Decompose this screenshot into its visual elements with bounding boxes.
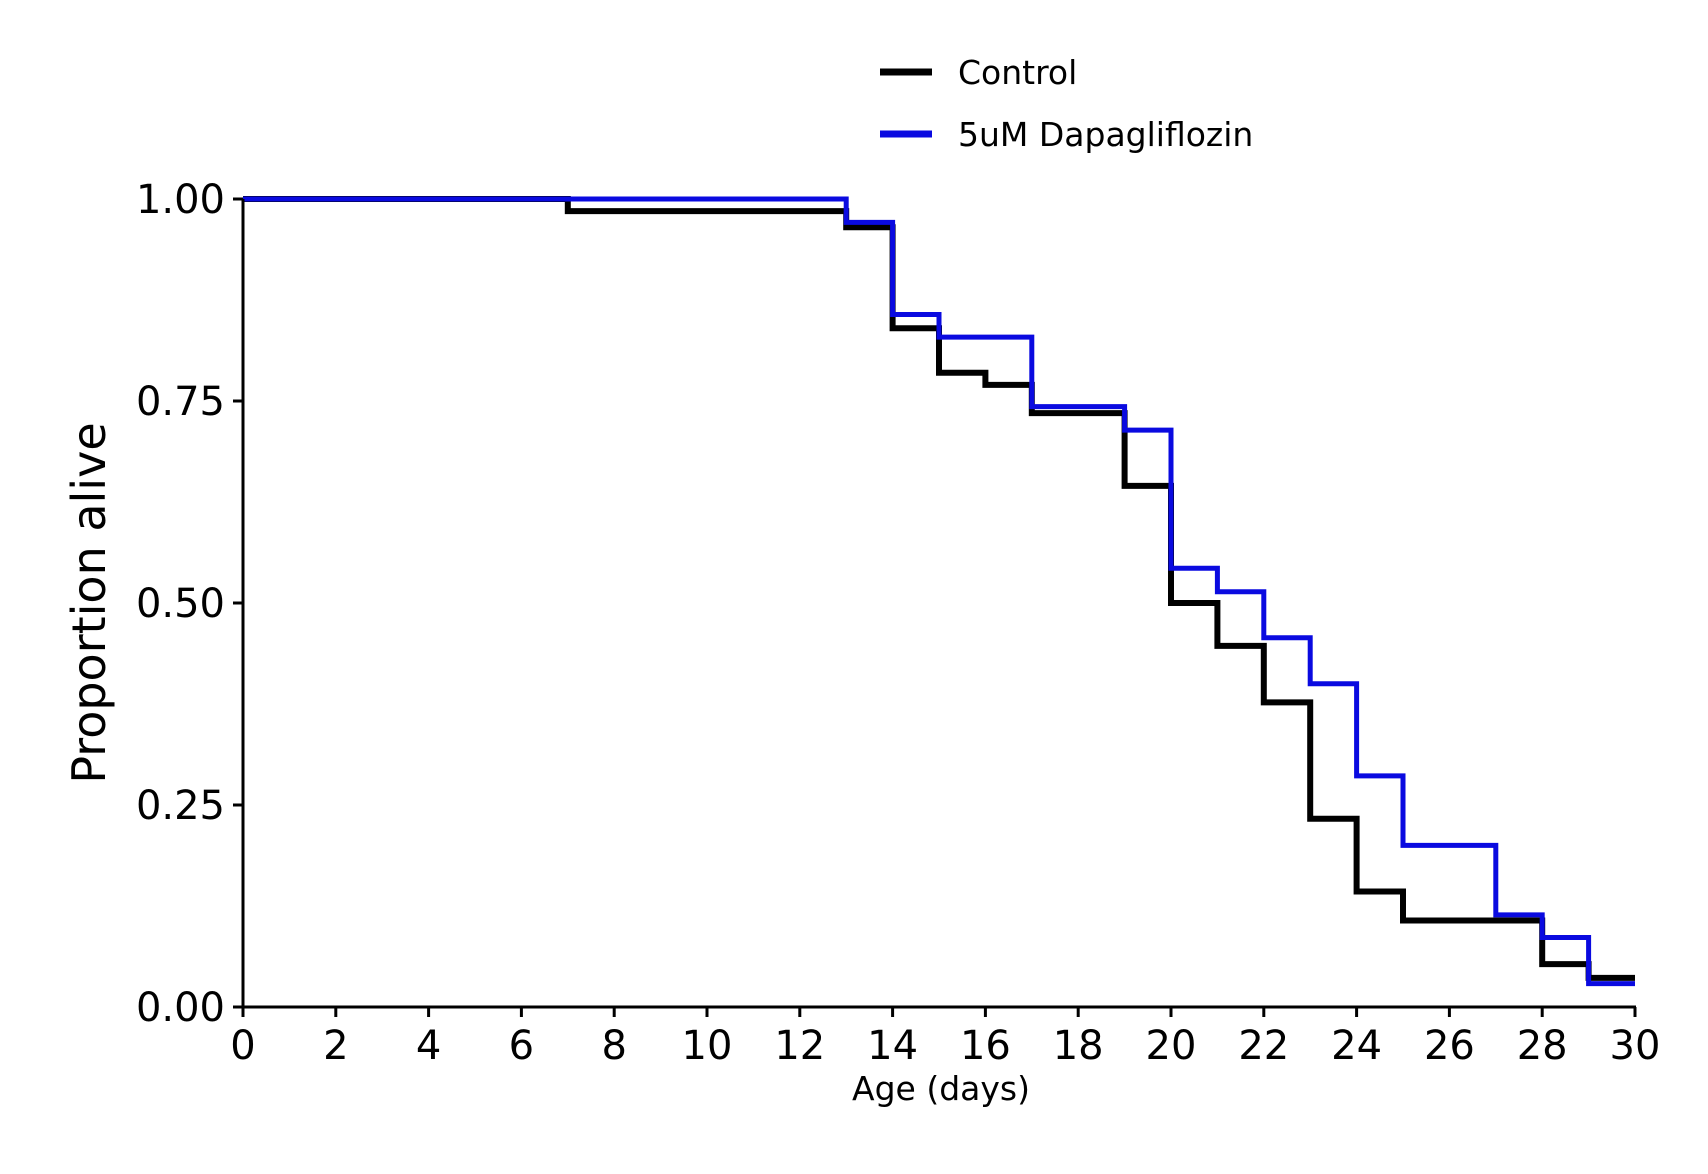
- x-tick-label: 16: [960, 1023, 1011, 1069]
- y-axis-ticks: 0.00 0.25 0.50 0.75 1.00: [136, 177, 243, 1031]
- x-tick-label: 12: [774, 1023, 825, 1069]
- y-axis-title: Proportion alive: [62, 422, 116, 783]
- legend-label: Control: [958, 53, 1077, 92]
- legend-label: 5uM Dapagliflozin: [958, 115, 1253, 154]
- x-tick-label: 28: [1517, 1023, 1568, 1069]
- x-tick-label: 8: [601, 1023, 626, 1069]
- x-tick-label: 20: [1146, 1023, 1197, 1069]
- series-layer: [243, 196, 1635, 987]
- x-tick-label: 10: [682, 1023, 733, 1069]
- x-tick-label: 14: [867, 1023, 918, 1069]
- x-axis-ticks: 0 2 4 6 8 10 12 14 16 18 20 22 24 26 28 30: [230, 1007, 1660, 1069]
- x-tick-label: 22: [1238, 1023, 1289, 1069]
- x-tick-label: 4: [416, 1023, 441, 1069]
- y-tick-label: 0.00: [136, 985, 225, 1031]
- y-tick-label: 0.75: [136, 379, 225, 425]
- x-tick-label: 2: [323, 1023, 348, 1069]
- x-axis-title: Age (days): [852, 1069, 1030, 1108]
- y-tick-label: 1.00: [136, 177, 225, 223]
- y-tick-label: 0.25: [136, 783, 225, 829]
- x-tick-label: 6: [509, 1023, 534, 1069]
- x-tick-label: 26: [1424, 1023, 1475, 1069]
- legend: Control 5uM Dapagliflozin: [880, 53, 1253, 154]
- x-tick-label: 30: [1610, 1023, 1661, 1069]
- series-line-dapagliflozin: [243, 196, 1635, 987]
- x-tick-label: 0: [230, 1023, 255, 1069]
- y-tick-label: 0.50: [136, 581, 225, 627]
- x-tick-label: 18: [1053, 1023, 1104, 1069]
- x-tick-label: 24: [1331, 1023, 1382, 1069]
- axes: 0 2 4 6 8 10 12 14 16 18 20 22 24 26 28 30 0.000.250.50…: [136, 177, 1661, 1069]
